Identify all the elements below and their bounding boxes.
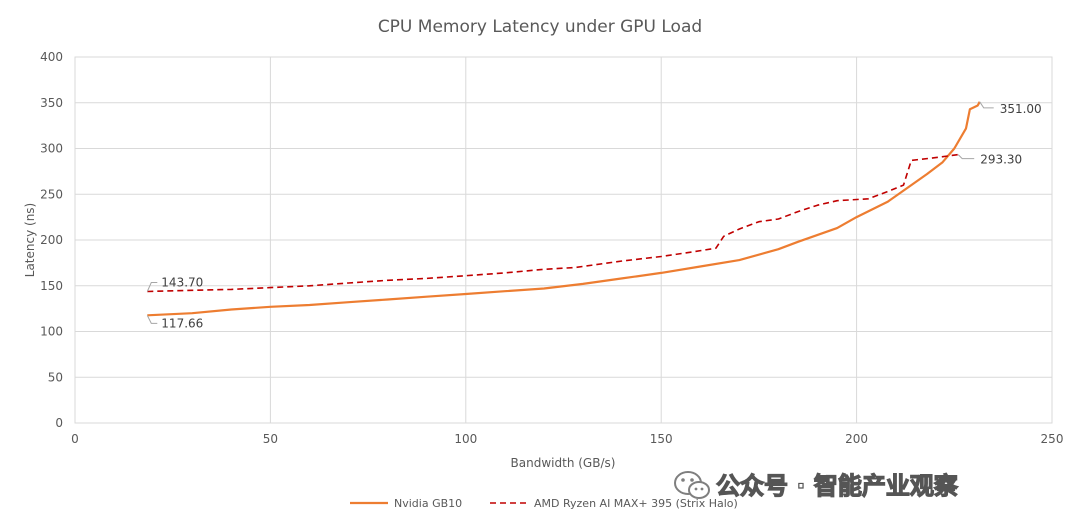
data-labels: 117.66 351.00 143.70 293.30: [146, 101, 1042, 330]
y-tick-label: 250: [40, 187, 63, 201]
y-axis-label: Latency (ns): [23, 203, 37, 277]
x-tick-label: 200: [845, 432, 868, 446]
series-lines: [147, 101, 981, 317]
y-tick-label: 100: [40, 325, 63, 339]
chart-title: CPU Memory Latency under GPU Load: [378, 17, 702, 37]
data-label-leader: [957, 154, 975, 160]
data-label: 293.30: [980, 153, 1022, 167]
data-label: 117.66: [161, 316, 203, 330]
data-label: 351.00: [1000, 102, 1042, 116]
y-tick-label: 350: [40, 96, 63, 110]
legend-item-label: Nvidia GB10: [394, 497, 462, 510]
series-line-0: [147, 101, 981, 317]
data-label-leader: [146, 282, 158, 292]
x-tick-label: 0: [71, 432, 79, 446]
data-label-leader: [979, 101, 994, 109]
watermark-text: 公众号 · 智能产业观察: [716, 472, 959, 500]
x-tick-label: 50: [263, 432, 278, 446]
y-tick-label: 50: [48, 370, 63, 384]
x-tick-label: 250: [1041, 432, 1064, 446]
series-line-1: [147, 153, 959, 293]
data-label: 143.70: [161, 276, 203, 290]
grid: [74, 56, 1053, 424]
legend: Nvidia GB10 AMD Ryzen AI MAX+ 395 (Strix …: [350, 497, 738, 510]
y-tick-label: 200: [40, 233, 63, 247]
data-label-leader: [146, 315, 158, 324]
y-tick-label: 300: [40, 142, 63, 156]
x-tick-label: 150: [650, 432, 673, 446]
y-tick-label: 400: [40, 50, 63, 64]
legend-item-label: AMD Ryzen AI MAX+ 395 (Strix Halo): [534, 497, 738, 510]
watermark: 公众号 · 智能产业观察: [668, 463, 1068, 507]
y-tick-label: 150: [40, 279, 63, 293]
x-tick-label: 100: [454, 432, 477, 446]
axes: 0 50 100 150 200 250 300 350 400 0 50 100 150 200 250: [40, 50, 1063, 446]
y-tick-label: 0: [55, 416, 63, 430]
x-axis-label: Bandwidth (GB/s): [511, 456, 616, 470]
wechat-icon: [674, 471, 710, 499]
